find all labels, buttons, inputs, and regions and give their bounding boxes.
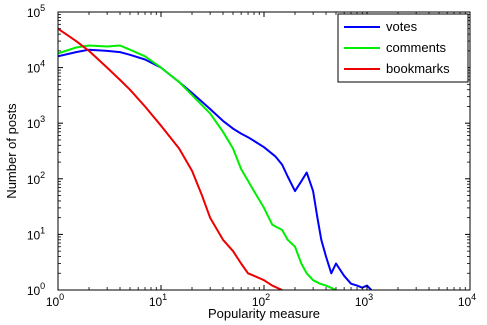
y-tick-label: 102 — [27, 170, 45, 187]
y-tick-label: 100 — [27, 281, 45, 298]
legend-label-comments: comments — [386, 40, 446, 55]
x-axis-label: Popularity measure — [208, 306, 320, 321]
x-tick-label: 103 — [355, 292, 373, 309]
series-line-comments — [58, 44, 337, 290]
x-tick-label: 102 — [252, 292, 270, 309]
y-tick-label: 104 — [27, 59, 45, 76]
series-line-bookmarks — [58, 27, 283, 290]
y-tick-label: 103 — [27, 114, 45, 131]
x-tick-label: 100 — [46, 292, 64, 309]
legend-label-votes: votes — [386, 19, 418, 34]
x-tick-label: 101 — [149, 292, 167, 309]
y-axis-label: Number of posts — [4, 103, 19, 199]
y-tick-label: 101 — [27, 225, 45, 242]
legend-label-bookmarks: bookmarks — [386, 61, 450, 76]
series-layer — [58, 27, 373, 290]
series-line-votes — [58, 48, 373, 290]
ticks-layer: 100 101 102 103 104 100 101 102 103 104 105 — [27, 3, 476, 309]
y-tick-label: 105 — [27, 3, 45, 20]
legend: votes comments bookmarks — [337, 13, 469, 83]
x-tick-label: 104 — [458, 292, 476, 309]
